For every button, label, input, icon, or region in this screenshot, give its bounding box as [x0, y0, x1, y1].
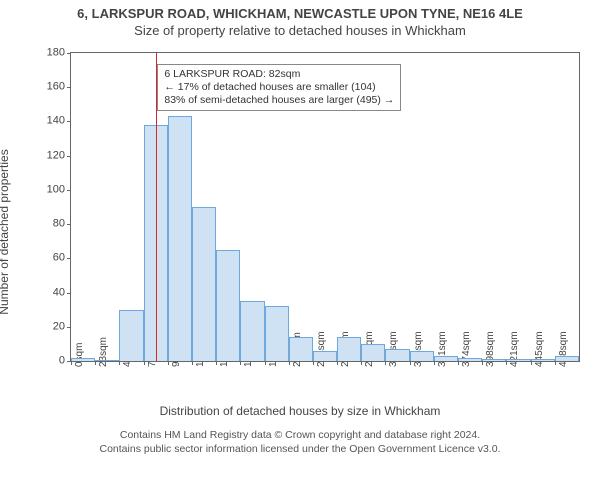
- y-tick-mark: [67, 293, 71, 294]
- x-tick-mark: [119, 361, 120, 365]
- y-tick-label: 20: [53, 321, 65, 332]
- histogram-bar: [482, 359, 506, 361]
- y-tick-label: 40: [53, 287, 65, 298]
- y-tick-label: 60: [53, 253, 65, 264]
- footer-line1: Contains HM Land Registry data © Crown c…: [8, 428, 592, 442]
- x-tick-label: 398sqm: [486, 331, 496, 367]
- x-tick-mark: [361, 361, 362, 365]
- x-tick-mark: [144, 361, 145, 365]
- y-tick-mark: [67, 327, 71, 328]
- x-tick-mark: [458, 361, 459, 365]
- y-tick-mark: [67, 258, 71, 259]
- x-tick-mark: [555, 361, 556, 365]
- annotation-line2: ← 17% of detached houses are smaller (10…: [164, 81, 394, 94]
- y-tick-label: 80: [53, 219, 65, 230]
- x-tick-mark: [410, 361, 411, 365]
- x-tick-mark: [192, 361, 193, 365]
- annotation-box: 6 LARKSPUR ROAD: 82sqm ← 17% of detached…: [157, 64, 401, 111]
- x-tick-mark: [71, 361, 72, 365]
- histogram-bar: [71, 358, 95, 361]
- chart-container: Number of detached properties 0204060801…: [10, 42, 590, 422]
- annotation-line3: 83% of semi-detached houses are larger (…: [164, 94, 394, 107]
- x-tick-label: 468sqm: [559, 331, 569, 367]
- x-axis-label: Distribution of detached houses by size …: [160, 404, 441, 418]
- x-tick-mark: [482, 361, 483, 365]
- histogram-bar: [434, 356, 458, 361]
- x-tick-mark: [95, 361, 96, 365]
- histogram-bar: [555, 356, 579, 361]
- histogram-bar: [385, 349, 409, 361]
- x-tick-label: 234sqm: [317, 331, 327, 367]
- x-tick-mark: [385, 361, 386, 365]
- histogram-bar: [337, 337, 361, 361]
- y-tick-label: 140: [47, 116, 65, 127]
- y-tick-mark: [67, 190, 71, 191]
- x-tick-mark: [531, 361, 532, 365]
- annotation-line1: 6 LARKSPUR ROAD: 82sqm: [164, 68, 394, 81]
- histogram-bar: [119, 310, 143, 361]
- x-tick-mark: [289, 361, 290, 365]
- histogram-bar: [192, 207, 216, 361]
- x-tick-label: 445sqm: [535, 331, 545, 367]
- plot-area: 0204060801001201401601800sqm23sqm47sqm70…: [70, 52, 580, 362]
- x-tick-mark: [337, 361, 338, 365]
- histogram-bar: [531, 359, 555, 361]
- y-tick-label: 180: [47, 48, 65, 59]
- x-tick-label: 421sqm: [510, 331, 520, 367]
- footer-line2: Contains public sector information licen…: [8, 442, 592, 456]
- histogram-bar: [265, 306, 289, 361]
- x-tick-mark: [168, 361, 169, 365]
- histogram-bar: [506, 359, 530, 361]
- y-tick-label: 100: [47, 184, 65, 195]
- x-tick-mark: [240, 361, 241, 365]
- x-tick-mark: [313, 361, 314, 365]
- x-tick-label: 328sqm: [414, 331, 424, 367]
- y-tick-label: 160: [47, 82, 65, 93]
- histogram-bar: [95, 360, 119, 361]
- y-tick-mark: [67, 224, 71, 225]
- y-tick-mark: [67, 156, 71, 157]
- page-title-line2: Size of property relative to detached ho…: [0, 21, 600, 38]
- histogram-bar: [289, 337, 313, 361]
- footer: Contains HM Land Registry data © Crown c…: [0, 422, 600, 456]
- histogram-bar: [168, 116, 192, 361]
- page-title-line1: 6, LARKSPUR ROAD, WHICKHAM, NEWCASTLE UP…: [0, 0, 600, 21]
- x-tick-mark: [216, 361, 217, 365]
- y-tick-mark: [67, 121, 71, 122]
- y-tick-mark: [67, 53, 71, 54]
- y-axis-label: Number of detached properties: [0, 149, 11, 314]
- x-tick-mark: [265, 361, 266, 365]
- x-tick-label: 23sqm: [99, 337, 109, 367]
- histogram-bar: [313, 351, 337, 361]
- y-tick-label: 0: [59, 356, 65, 367]
- histogram-bar: [361, 344, 385, 361]
- x-tick-label: 0sqm: [75, 343, 85, 367]
- histogram-bar: [240, 301, 264, 361]
- histogram-bar: [410, 351, 434, 361]
- x-tick-mark: [506, 361, 507, 365]
- x-tick-label: 374sqm: [462, 331, 472, 367]
- x-tick-label: 351sqm: [438, 331, 448, 367]
- histogram-bar: [216, 250, 240, 361]
- x-tick-mark: [434, 361, 435, 365]
- histogram-bar: [458, 358, 482, 361]
- y-tick-mark: [67, 87, 71, 88]
- y-tick-label: 120: [47, 150, 65, 161]
